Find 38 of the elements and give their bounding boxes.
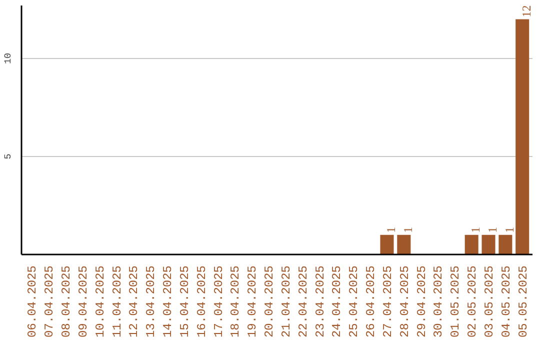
x-tick-label: 23.04.2025 [313, 265, 328, 338]
x-tick-label: 04.05.2025 [499, 265, 514, 338]
data-label: 1 [502, 226, 516, 233]
x-tick-label: 10.04.2025 [93, 265, 108, 338]
x-tick-label: 24.04.2025 [330, 265, 344, 338]
x-tick-label: 15.04.2025 [178, 265, 192, 338]
data-label: 1 [400, 226, 415, 233]
x-tick-label: 25.04.2025 [347, 265, 362, 338]
x-tick-label: 26.04.2025 [364, 265, 378, 338]
data-label: 1 [486, 226, 500, 233]
x-tick-label: 17.04.2025 [212, 265, 226, 338]
data-label: 1 [468, 226, 483, 233]
x-tick-label: 03.05.2025 [482, 265, 497, 338]
x-tick-label: 11.04.2025 [110, 265, 124, 338]
data-label: 1 [384, 226, 398, 233]
x-tick-label: 19.04.2025 [246, 265, 260, 338]
y-tick-label: 10 [2, 52, 14, 64]
x-tick-label: 21.04.2025 [279, 265, 294, 338]
x-tick-label: 27.04.2025 [380, 265, 395, 338]
x-tick-label: 07.04.2025 [42, 265, 57, 338]
x-tick-label: 29.04.2025 [414, 265, 429, 338]
x-tick-label: 01.05.2025 [448, 265, 463, 338]
x-tick-label: 14.04.2025 [161, 265, 176, 338]
x-tick-label: 16.04.2025 [194, 265, 209, 338]
x-tick-label: 09.04.2025 [76, 265, 90, 338]
y-tick-label: 5 [2, 154, 14, 160]
x-tick-label: 30.04.2025 [432, 265, 446, 338]
x-tick-label: 20.04.2025 [262, 265, 277, 338]
x-tick-label: 22.04.2025 [296, 265, 310, 338]
data-label: 12 [519, 5, 534, 18]
x-tick-label: 28.04.2025 [398, 265, 412, 338]
x-tick-label: 06.04.2025 [26, 265, 40, 338]
x-tick-label: 18.04.2025 [228, 265, 243, 338]
x-tick-label: 02.05.2025 [466, 265, 480, 338]
x-tick-label: 05.05.2025 [516, 265, 530, 338]
x-tick-label: 12.04.2025 [127, 265, 142, 338]
x-tick-label: 13.04.2025 [144, 265, 158, 338]
x-tick-label: 08.04.2025 [59, 265, 74, 338]
